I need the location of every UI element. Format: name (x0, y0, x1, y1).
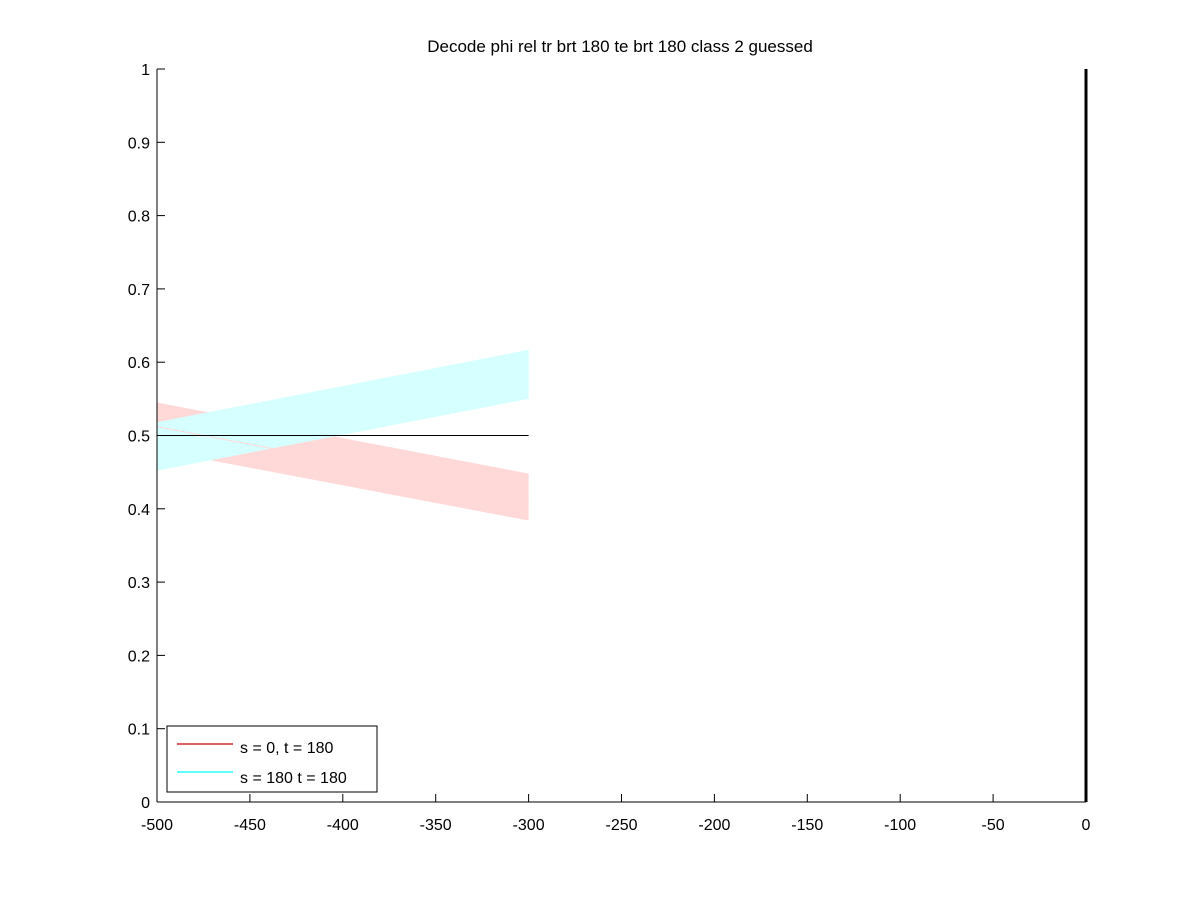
y-tick-label: 0.8 (128, 209, 150, 226)
x-tick-label: 0 (1082, 817, 1091, 834)
x-tick-label: -250 (605, 817, 637, 834)
x-tick-label: -500 (141, 817, 173, 834)
chart-title: Decode phi rel tr brt 180 te brt 180 cla… (427, 37, 813, 56)
mean-line-series-2 (156, 374, 529, 447)
y-tick-label: 0.7 (128, 282, 150, 299)
series-lines (156, 374, 529, 498)
x-tick-label: -400 (327, 817, 359, 834)
legend: s = 0, t = 180 s = 180 t = 180 (166, 725, 378, 793)
x-tick-label: -100 (884, 817, 916, 834)
y-tick-label: 0.2 (128, 648, 150, 665)
y-tick-label: 0.3 (128, 575, 150, 592)
mean-line-series-1 (156, 426, 529, 498)
y-tick-label: 1 (141, 62, 150, 79)
y-tick-label: 0 (141, 795, 150, 812)
y-tick-label: 0.9 (128, 135, 150, 152)
y-tick-label: 0.1 (128, 722, 150, 739)
x-tick-label: -300 (513, 817, 545, 834)
y-tick-label: 0.4 (128, 502, 150, 519)
x-tick-label: -150 (791, 817, 823, 834)
x-tick-label: -50 (982, 817, 1005, 834)
x-tick-label: -450 (234, 817, 266, 834)
legend-label-series-2: s = 180 t = 180 (240, 770, 347, 787)
legend-label-series-1: s = 0, t = 180 (240, 740, 334, 757)
y-tick-label: 0.6 (128, 355, 150, 372)
y-axis-ticks: 0 0.1 0.2 0.3 0.4 0.5 0.6 0.7 0.8 0.9 1 (128, 62, 165, 812)
x-tick-label: -350 (420, 817, 452, 834)
x-axis-ticks: -500 -450 -400 -350 -300 -250 -200 -150 -100 -50 0 (141, 794, 1091, 834)
legend-box (166, 725, 378, 793)
x-tick-label: -200 (698, 817, 730, 834)
y-tick-label: 0.5 (128, 429, 150, 446)
